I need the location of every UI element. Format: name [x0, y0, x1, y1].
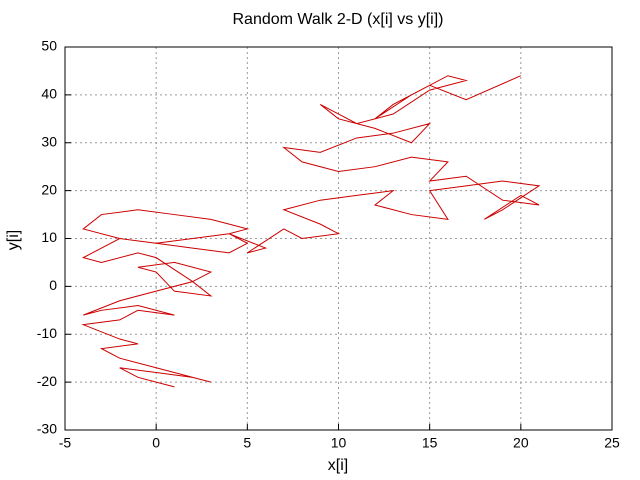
x-tick-label: 0 — [152, 435, 160, 451]
y-tick-label: 50 — [41, 38, 57, 54]
x-tick-label: 10 — [331, 435, 347, 451]
y-tick-label: 30 — [41, 133, 57, 149]
x-tick-label: -5 — [59, 435, 72, 451]
chart-title: Random Walk 2-D (x[i] vs y[i]) — [233, 11, 444, 28]
x-tick-label: 5 — [243, 435, 251, 451]
x-tick-label: 15 — [422, 435, 438, 451]
y-tick-label: -30 — [37, 421, 57, 437]
y-tick-label: 40 — [41, 86, 57, 102]
plot-frame — [64, 46, 613, 431]
y-tick-label: 10 — [41, 229, 57, 245]
x-tick-label: 20 — [513, 435, 529, 451]
walk-line — [81, 75, 541, 388]
x-tick-label: 25 — [604, 435, 620, 451]
y-tick-label: -20 — [37, 373, 57, 389]
y-tick-label: -10 — [37, 325, 57, 341]
x-axis-label: x[i] — [328, 457, 348, 474]
y-tick-label: 0 — [49, 277, 57, 293]
y-axis-label: y[i] — [5, 230, 22, 250]
y-tick-label: 20 — [41, 181, 57, 197]
